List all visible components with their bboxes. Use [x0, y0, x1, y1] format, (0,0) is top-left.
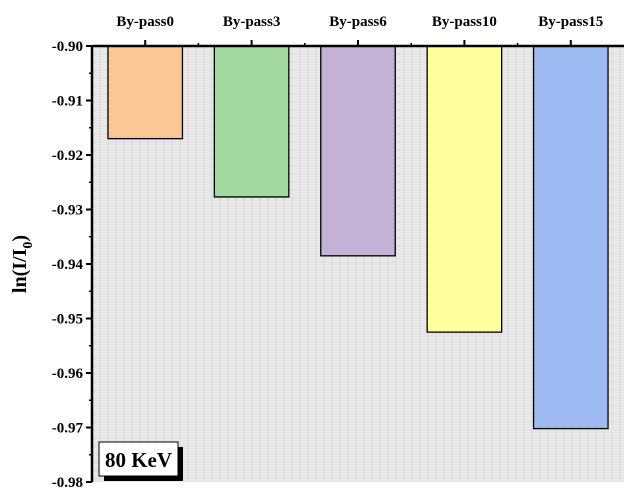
plot-frame — [90, 44, 624, 482]
category-label-by-pass0: By-pass0 — [116, 14, 174, 30]
category-label-by-pass6: By-pass6 — [329, 14, 387, 30]
bar-by-pass0 — [107, 45, 184, 140]
y-tick-label: -0.93 — [52, 203, 83, 219]
x-axis-ticks: By-pass0 By-pass3 By-pass6 By-pass10 By-pass… — [116, 14, 603, 46]
y-tick-label: -0.90 — [52, 39, 83, 55]
annotation-box-bg — [98, 441, 179, 477]
y-tick-label: -0.91 — [52, 94, 83, 110]
y-axis-ticks: -0.90 -0.91 -0.92 -0.93 -0.94 -0.95 -0.96 -0.97… — [52, 39, 92, 490]
y-axis-title: ln(I/I0) — [9, 235, 36, 293]
y-tick-label: -0.92 — [52, 148, 83, 164]
y-tick-label: -0.95 — [52, 312, 83, 328]
y-tick-label: -0.94 — [52, 257, 84, 273]
bar-by-pass6 — [320, 45, 396, 257]
category-label-by-pass3: By-pass3 — [223, 14, 281, 30]
bar-by-pass15 — [532, 45, 609, 430]
category-label-by-pass15: By-pass15 — [538, 14, 603, 30]
bar-by-pass10 — [426, 45, 503, 333]
y-tick-label: -0.98 — [52, 475, 83, 490]
annotation-box: 80 KeV — [98, 441, 183, 481]
bars — [107, 45, 609, 430]
y-tick-label: -0.97 — [52, 421, 84, 437]
bar-by-pass3 — [213, 45, 290, 198]
category-label-by-pass10: By-pass10 — [432, 14, 497, 30]
annotation-text: 80 KeV — [105, 448, 172, 472]
y-tick-label: -0.96 — [52, 366, 84, 382]
